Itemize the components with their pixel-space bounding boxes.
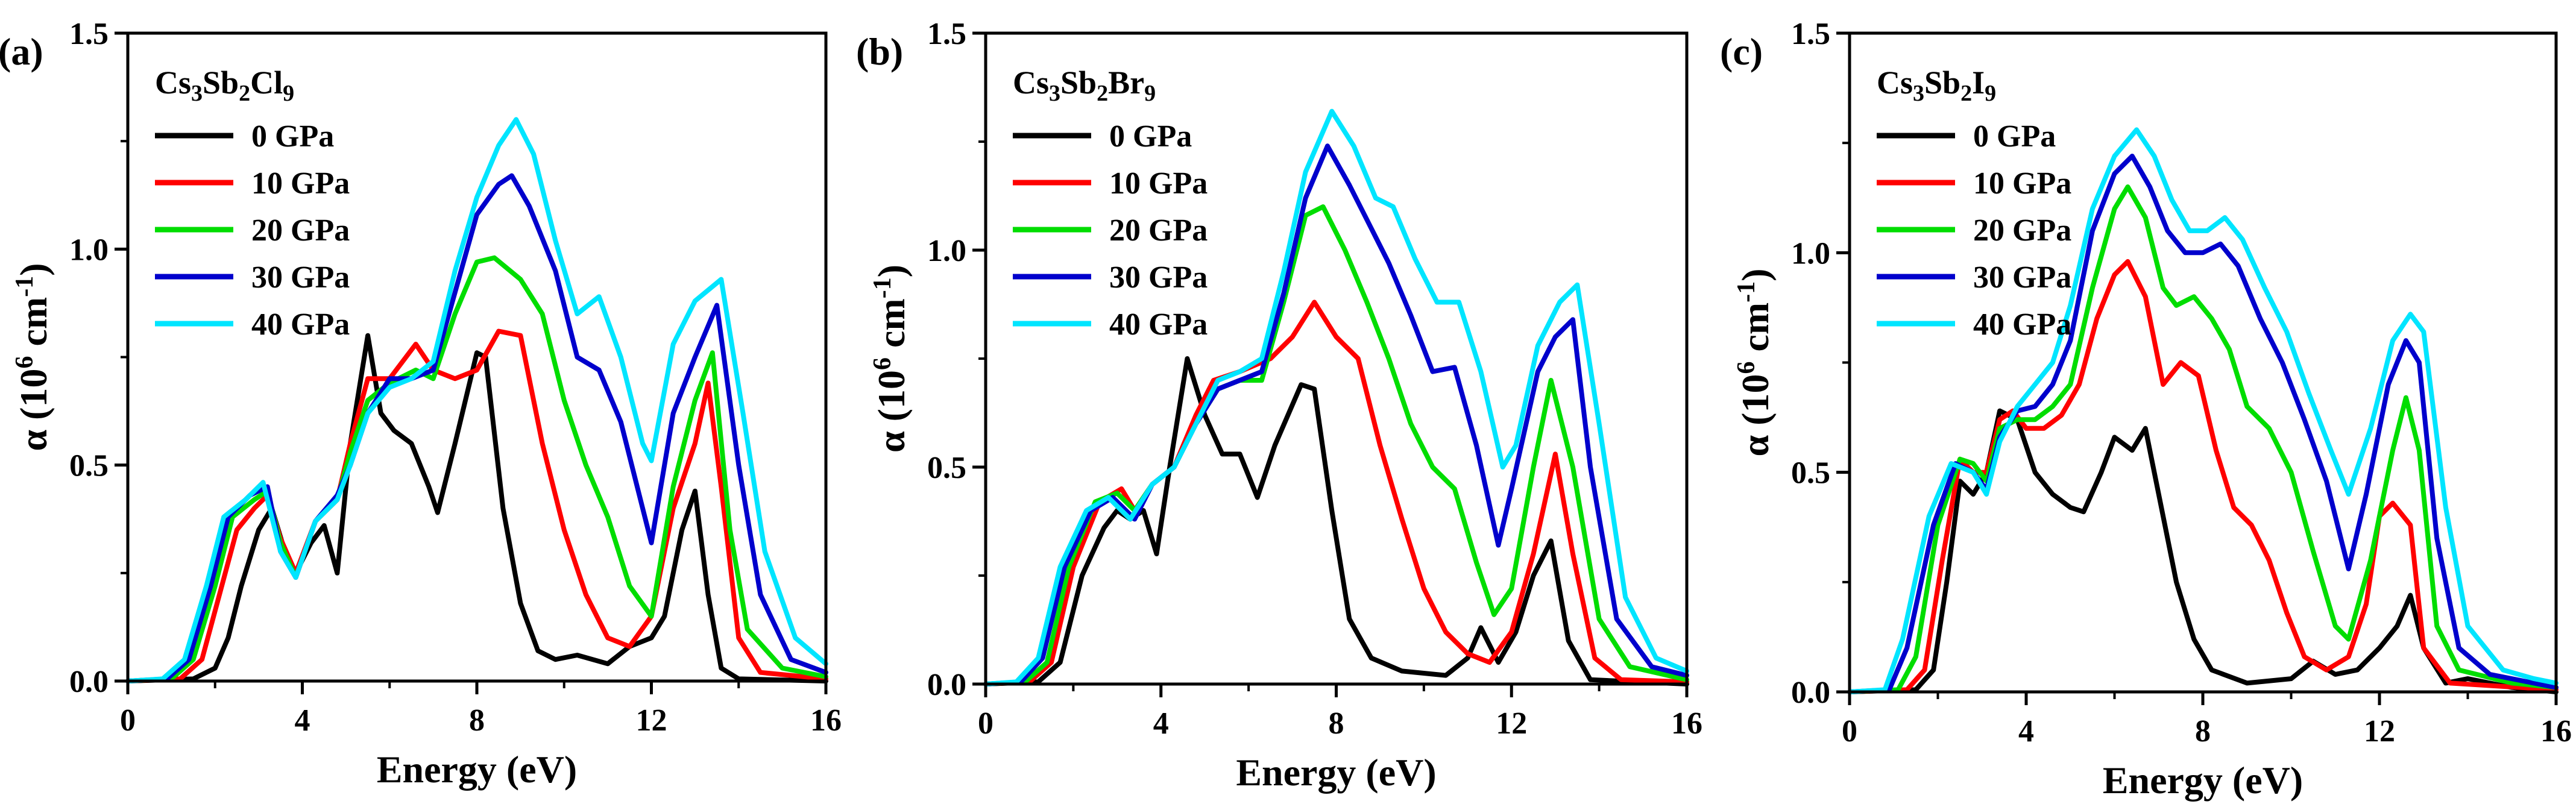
x-tick-label: 16 (2540, 714, 2572, 749)
y-tick-label: 1.5 (1791, 17, 1830, 51)
series-line-30-gpa (1847, 154, 2559, 694)
panel-2: 0 4 8 12 16 0.0 0.5 1.0 1.5 Energy (eV) α (106 cm-… (856, 17, 1702, 794)
x-tick-label: 0 (120, 703, 136, 738)
x-tick-label: 0 (1842, 714, 1857, 749)
legend-label: 30 GPa (1109, 260, 1208, 295)
legend-label: 0 GPa (1973, 119, 2056, 154)
x-tick-label: 16 (1671, 706, 1702, 741)
series-line-20-gpa (983, 204, 1689, 686)
x-tick-label: 12 (1496, 706, 1527, 741)
x-tick-label: 4 (2018, 714, 2034, 749)
y-tick-label: 0.5 (1791, 456, 1830, 491)
series-line-40-gpa (1847, 127, 2559, 694)
series-line-20-gpa (125, 255, 828, 683)
x-axis-label: Energy (eV) (2103, 759, 2303, 802)
panel-label: (a) (0, 30, 43, 73)
y-tick-label: 0.0 (69, 665, 109, 699)
series-line-30-gpa (125, 173, 828, 683)
y-tick-label: 1.5 (927, 17, 966, 51)
legend-label: 40 GPa (1973, 307, 2071, 342)
panel-3: 0 4 8 12 16 0.0 0.5 1.0 1.5 Energy (eV) α (106 cm-… (1720, 17, 2572, 802)
legend-label: 40 GPa (1109, 307, 1208, 342)
legend-label: 20 GPa (1109, 213, 1208, 248)
y-tick-label: 0.5 (69, 449, 109, 483)
series-line-30-gpa (983, 143, 1689, 686)
legend-label: 20 GPa (1973, 213, 2071, 248)
x-tick-label: 4 (295, 703, 310, 738)
y-tick-label: 0.5 (927, 451, 966, 485)
y-tick-label: 1.0 (1791, 236, 1830, 271)
series-line-0-gpa (983, 356, 1689, 686)
legend-label: 40 GPa (251, 307, 350, 342)
y-tick-label: 1.0 (69, 233, 109, 267)
legend-label: 10 GPa (1109, 166, 1208, 201)
y-axis-label: α (106 cm-1) (1733, 268, 1777, 456)
panel-label: (b) (856, 30, 903, 73)
y-tick-label: 1.5 (69, 17, 109, 51)
x-axis-label: Energy (eV) (377, 748, 577, 791)
x-tick-label: 12 (636, 703, 667, 738)
legend-label: 0 GPa (1109, 119, 1192, 154)
x-tick-label: 12 (2364, 714, 2395, 749)
legend-label: 10 GPa (251, 166, 350, 201)
panel-label: (c) (1720, 30, 1763, 73)
y-tick-label: 0.0 (1791, 676, 1830, 710)
x-tick-label: 4 (1153, 706, 1169, 741)
x-tick-label: 0 (978, 706, 994, 741)
series-line-40-gpa (125, 117, 828, 683)
series-line-40-gpa (983, 108, 1689, 686)
x-axis-label: Energy (eV) (1236, 751, 1436, 794)
legend-label: 30 GPa (251, 260, 350, 295)
x-tick-label: 8 (469, 703, 485, 738)
panel-1: 0 4 8 12 16 0.0 0.5 1.0 1.5 Energy (eV) α (106 cm-… (0, 17, 842, 791)
x-tick-label: 8 (2195, 714, 2211, 749)
x-tick-label: 16 (810, 703, 842, 738)
legend-label: 30 GPa (1973, 260, 2071, 295)
y-tick-label: 1.0 (927, 234, 966, 268)
compound-title: Cs3​Sb2​Cl9​ (155, 64, 294, 106)
y-axis-label: α (106 cm-1) (11, 263, 55, 451)
series-line-10-gpa (125, 328, 828, 683)
series-line-20-gpa (1847, 184, 2559, 694)
compound-title: Cs3​Sb2​I9​ (1877, 64, 1996, 106)
y-tick-label: 0.0 (927, 668, 966, 702)
y-axis-label: α (106 cm-1) (869, 265, 913, 453)
x-tick-label: 8 (1329, 706, 1344, 741)
compound-title: Cs3​Sb2​Br9​ (1013, 64, 1156, 106)
legend-label: 0 GPa (251, 119, 334, 154)
legend-label: 20 GPa (251, 213, 350, 248)
legend-label: 10 GPa (1973, 166, 2071, 201)
series-line-10-gpa (983, 300, 1689, 686)
